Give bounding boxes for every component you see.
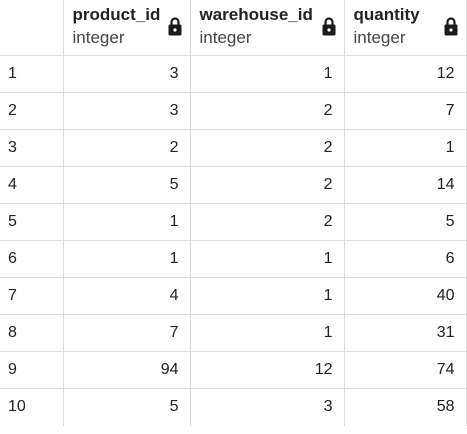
- row-number: 10: [0, 388, 64, 426]
- row-number: 5: [0, 203, 64, 241]
- cell-product-id[interactable]: 3: [63, 55, 191, 93]
- row-number: 4: [0, 166, 64, 204]
- row-number: 8: [0, 314, 64, 352]
- lock-icon: [322, 17, 335, 36]
- row-number-header: [0, 0, 64, 56]
- cell-quantity[interactable]: 7: [344, 92, 467, 130]
- cell-warehouse-id[interactable]: 12: [190, 351, 345, 389]
- column-type: integer: [199, 28, 252, 47]
- cell-warehouse-id[interactable]: 2: [190, 129, 345, 167]
- cell-warehouse-id[interactable]: 2: [190, 203, 345, 241]
- cell-quantity[interactable]: 12: [344, 55, 467, 93]
- row-number: 6: [0, 240, 64, 278]
- table-row[interactable]: 7 4 1 40: [0, 277, 467, 315]
- cell-quantity[interactable]: 74: [344, 351, 467, 389]
- table-row[interactable]: 4 5 2 14: [0, 166, 467, 204]
- column-type: integer: [72, 28, 125, 47]
- column-header-product-id[interactable]: product_id integer: [63, 0, 191, 56]
- cell-product-id[interactable]: 2: [63, 129, 191, 167]
- cell-quantity[interactable]: 5: [344, 203, 467, 241]
- cell-warehouse-id[interactable]: 3: [190, 388, 345, 426]
- cell-product-id[interactable]: 4: [63, 277, 191, 315]
- lock-icon: [168, 17, 181, 36]
- column-name: warehouse_id: [199, 5, 313, 24]
- row-number: 1: [0, 55, 64, 93]
- cell-product-id[interactable]: 3: [63, 92, 191, 130]
- cell-product-id[interactable]: 1: [63, 203, 191, 241]
- cell-quantity[interactable]: 6: [344, 240, 467, 278]
- cell-product-id[interactable]: 7: [63, 314, 191, 352]
- column-header-warehouse-id[interactable]: warehouse_id integer: [190, 0, 345, 56]
- column-header-quantity[interactable]: quantity integer: [344, 0, 467, 56]
- table-row[interactable]: 2 3 2 7: [0, 92, 467, 130]
- table-row[interactable]: 5 1 2 5: [0, 203, 467, 241]
- table-row[interactable]: 3 2 2 1: [0, 129, 467, 167]
- row-number: 2: [0, 92, 64, 130]
- header-row: product_id integer warehouse_id integer: [0, 0, 467, 56]
- column-name: quantity: [353, 5, 420, 24]
- cell-product-id[interactable]: 94: [63, 351, 191, 389]
- cell-product-id[interactable]: 5: [63, 388, 191, 426]
- row-number: 3: [0, 129, 64, 167]
- cell-warehouse-id[interactable]: 2: [190, 92, 345, 130]
- cell-quantity[interactable]: 1: [344, 129, 467, 167]
- cell-warehouse-id[interactable]: 1: [190, 277, 345, 315]
- table-row[interactable]: 8 7 1 31: [0, 314, 467, 352]
- row-number: 7: [0, 277, 64, 315]
- cell-quantity[interactable]: 58: [344, 388, 467, 426]
- table-row[interactable]: 9 94 12 74: [0, 351, 467, 389]
- cell-product-id[interactable]: 1: [63, 240, 191, 278]
- cell-product-id[interactable]: 5: [63, 166, 191, 204]
- lock-icon: [444, 17, 457, 36]
- cell-quantity[interactable]: 14: [344, 166, 467, 204]
- column-type: integer: [353, 28, 406, 47]
- row-number: 9: [0, 351, 64, 389]
- cell-quantity[interactable]: 31: [344, 314, 467, 352]
- table-row[interactable]: 10 5 3 58: [0, 388, 467, 426]
- cell-warehouse-id[interactable]: 2: [190, 166, 345, 204]
- cell-warehouse-id[interactable]: 1: [190, 55, 345, 93]
- cell-warehouse-id[interactable]: 1: [190, 314, 345, 352]
- cell-quantity[interactable]: 40: [344, 277, 467, 315]
- table-row[interactable]: 6 1 1 6: [0, 240, 467, 278]
- column-name: product_id: [72, 5, 161, 24]
- table-row[interactable]: 1 3 1 12: [0, 55, 467, 93]
- cell-warehouse-id[interactable]: 1: [190, 240, 345, 278]
